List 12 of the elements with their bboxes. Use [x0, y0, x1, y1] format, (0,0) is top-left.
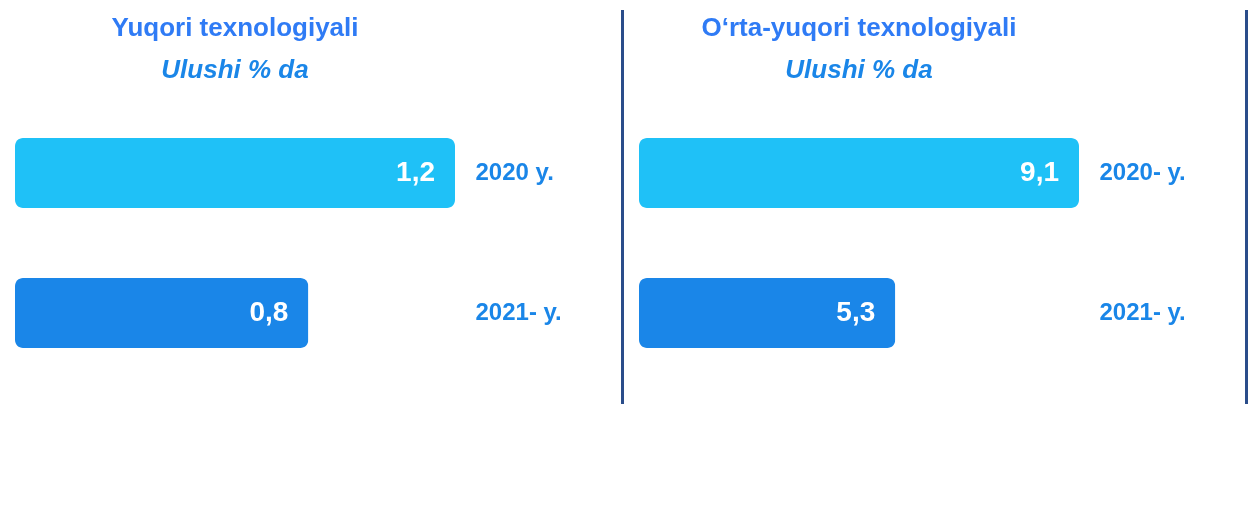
- y-tick-label: 2020- y.: [1099, 158, 1186, 185]
- chart-title: O‘rta-yuqori texnologiyali: [701, 12, 1017, 42]
- data-label: 0,8: [249, 296, 289, 327]
- chart-title: Yuqori texnologiyali: [111, 12, 359, 42]
- y-tick-label: 2021- y.: [475, 298, 562, 325]
- chart-subtitle: Ulushi % da: [161, 54, 309, 84]
- chart-subtitle: Ulushi % da: [785, 54, 933, 84]
- data-label: 1,2: [396, 156, 435, 187]
- y-tick-label: 2020 y.: [475, 158, 554, 185]
- y-tick-label: 2021- y.: [1099, 298, 1186, 325]
- data-label: 5,3: [836, 296, 876, 327]
- data-label: 9,1: [1020, 156, 1059, 187]
